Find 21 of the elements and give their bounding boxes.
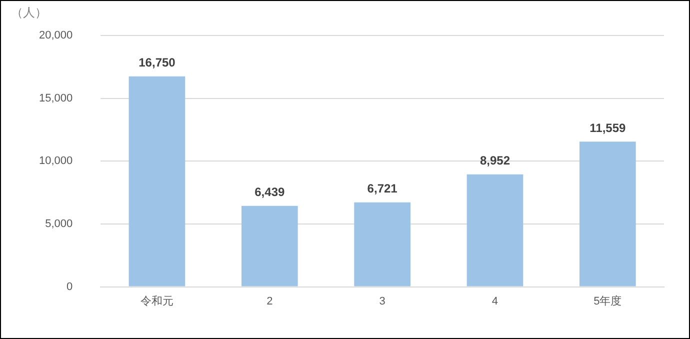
y-axis-title: （人） — [11, 5, 47, 20]
bar — [579, 142, 636, 286]
x-tick-label: 2 — [266, 295, 273, 308]
y-tick-label: 10,000 — [38, 155, 73, 168]
y-tick-label: 0 — [66, 280, 73, 293]
data-label: 16,750 — [138, 56, 176, 70]
bar — [354, 202, 410, 286]
data-label: 11,559 — [590, 120, 626, 135]
data-label: 6,439 — [254, 185, 285, 200]
data-label: 8,952 — [480, 154, 510, 168]
x-tick-label: 3 — [379, 295, 386, 308]
bar — [128, 76, 186, 286]
bar — [241, 206, 298, 286]
x-tick-label: 4 — [492, 295, 498, 308]
x-tick-label: 5年度 — [594, 294, 622, 308]
bar — [466, 174, 524, 286]
data-label: 6,721 — [367, 182, 398, 196]
y-tick-label: 5,000 — [45, 218, 73, 230]
y-tick-label: 20,000 — [38, 30, 73, 42]
y-tick-label: 15,000 — [38, 92, 73, 104]
x-tick-label: 令和元 — [140, 294, 174, 308]
